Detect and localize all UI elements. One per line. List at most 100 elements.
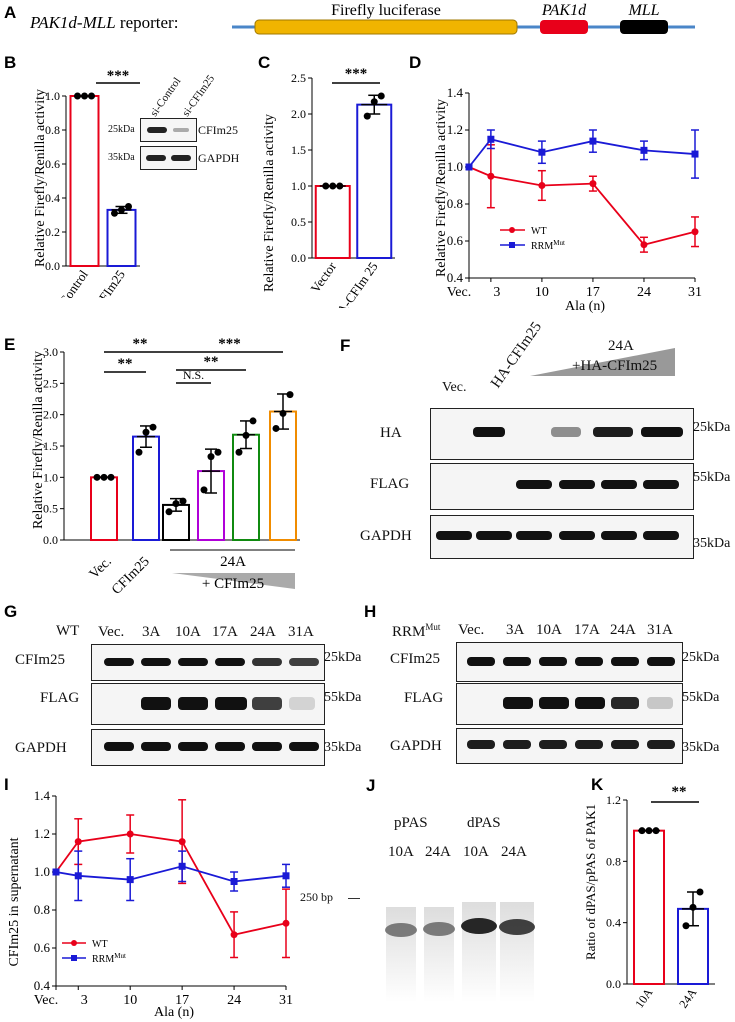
d-marker-0-3 xyxy=(589,180,597,188)
d-ytick-label-3: 1.0 xyxy=(447,159,463,174)
g-row-cfim25-name: CFIm25 xyxy=(15,652,66,668)
blotG1-band-5 xyxy=(289,697,315,710)
e-point-4-2 xyxy=(249,417,257,425)
c-point-1-0 xyxy=(363,112,371,120)
d-marker-1-5 xyxy=(691,150,699,158)
blotF1-band-5 xyxy=(643,480,679,489)
j-smear-4 xyxy=(500,902,534,1002)
j-lane-2: 24A xyxy=(425,844,451,860)
e-ytick-label-6: 3.0 xyxy=(43,345,58,359)
i-xtick-label-2: 10 xyxy=(123,993,137,1008)
e-ytick-label-2: 1.0 xyxy=(43,470,58,484)
c-xtick-label-0: Vector xyxy=(307,259,339,296)
b-ytick-label-3: 0.6 xyxy=(45,157,60,171)
blotH0-band-5 xyxy=(647,657,675,666)
g-row-flag-marker: 55kDa xyxy=(324,690,362,705)
blotF2-band-3 xyxy=(559,531,595,540)
blotG2-band-3 xyxy=(215,742,245,751)
lanesG-lane-4: 24A xyxy=(250,624,276,640)
panel-letter-b: B xyxy=(4,53,16,72)
d-ytick-label-2: 0.8 xyxy=(447,196,463,211)
f-row-gapdh-marker: 35kDa xyxy=(693,536,731,551)
panel-c-bar-chart: C Relative Firefly/Renilla activity 0.0 0… xyxy=(258,53,395,308)
b-blot-marker-35: 35kDa xyxy=(108,152,135,163)
g-row-flag-name: FLAG xyxy=(40,690,80,706)
c-ytick-label-0: 0.0 xyxy=(291,251,306,265)
b-point-0-1 xyxy=(81,92,88,100)
lanesG-lane-2: 10A xyxy=(175,624,201,640)
b-ylabel: Relative Firefly/Renilla activity xyxy=(33,89,48,267)
f-row-ha-name: HA xyxy=(380,425,402,441)
e-ytick-label-0: 0.0 xyxy=(43,533,58,547)
d-marker-0-2 xyxy=(538,182,546,189)
e-point-0-0 xyxy=(93,473,101,481)
blotH2-band-2 xyxy=(539,740,567,749)
f-row-flag-marker: 55kDa xyxy=(693,470,731,485)
blotH2-band-4 xyxy=(611,740,639,749)
e-ylabel: Relative Firefly/Renilla activity xyxy=(31,351,46,529)
lanesG-lane-3: 17A xyxy=(212,624,238,640)
f-blot-gapdh-strip xyxy=(430,515,694,559)
d-xtick-label-5: 31 xyxy=(688,285,702,300)
h-row-cfim25-marker: 25kDa xyxy=(682,650,720,665)
e-ytick-label-1: 0.5 xyxy=(43,502,58,516)
blotG2-band-1 xyxy=(141,742,171,751)
d-xtick-label-2: 10 xyxy=(535,285,549,300)
d-marker-1-2 xyxy=(538,148,546,156)
panel-k-bar-chart: K Ratio of dPAS/pPAS of PAK1 0.0 0.4 0.8 1.… xyxy=(583,775,715,1011)
blotH1-band-5 xyxy=(647,697,673,709)
b-point-1-0 xyxy=(111,209,118,217)
k-significance: ** xyxy=(672,784,687,800)
f-blot-ha-strip xyxy=(430,408,694,460)
b-blot-name-cfim25: CFIm25 xyxy=(198,123,239,137)
k-xtick-label-1: 24A xyxy=(676,985,700,1010)
panel-letter-g: G xyxy=(4,602,18,621)
i-xtick-label-0: Vec. xyxy=(34,993,59,1008)
b-ytick-label-4: 0.8 xyxy=(45,123,60,137)
e-point-2-1 xyxy=(172,500,180,508)
blotF2-band-0 xyxy=(436,531,472,540)
g-blot-cfim25-strip xyxy=(91,644,325,681)
blotG0-band-2 xyxy=(178,658,208,666)
lanesH-lane-3: 17A xyxy=(574,622,600,638)
d-marker-1-4 xyxy=(640,146,648,154)
blotF1-band-3 xyxy=(559,480,595,489)
b-ytick-label-2: 0.4 xyxy=(45,191,60,205)
blotG0-band-4 xyxy=(252,658,282,666)
f-row-flag-name: FLAG xyxy=(370,476,410,492)
e-point-1-1 xyxy=(142,428,150,436)
e-group-label: 24A xyxy=(220,554,246,570)
k-ytick-label-2: 0.8 xyxy=(606,854,621,868)
blotH2-band-1 xyxy=(503,740,531,749)
i-marker-0-2 xyxy=(126,830,134,838)
blotG1-band-3 xyxy=(215,697,247,710)
d-xtick-label-1: 3 xyxy=(493,285,500,300)
i-marker-0-4 xyxy=(230,931,238,939)
j-marker-250bp: 250 bp xyxy=(300,890,333,904)
d-xlabel: Ala (n) xyxy=(565,299,605,314)
blotG1-band-2 xyxy=(178,697,208,710)
b-blot-gapdh-strip xyxy=(140,146,197,170)
j-gel-image xyxy=(380,882,550,1012)
j-band-4 xyxy=(499,919,535,935)
d-marker-0-1 xyxy=(487,172,495,180)
e-sig-label-3: ** xyxy=(204,354,219,370)
blotF2-band-4 xyxy=(601,531,637,540)
h-tag-sup: Mut xyxy=(425,622,441,632)
f-group-label: 24A xyxy=(608,338,634,354)
b-band-sicontrol xyxy=(147,127,167,133)
d-legend-rrm-marker xyxy=(509,242,515,248)
i-marker-0-3 xyxy=(178,838,186,846)
i-marker-1-2 xyxy=(126,876,134,884)
blotG2-band-0 xyxy=(104,742,134,751)
b-blot-name-gapdh: GAPDH xyxy=(198,151,240,165)
k-point-1-1 xyxy=(689,903,697,911)
e-sig-label-0: ** xyxy=(118,356,133,372)
c-point-0-0 xyxy=(322,182,330,190)
c-bar-0 xyxy=(314,185,351,259)
h-blot-cfim25-strip xyxy=(456,642,683,682)
blotH0-band-0 xyxy=(467,657,495,666)
blotG0-band-5 xyxy=(289,658,319,666)
e-sig-label-2: N.S. xyxy=(183,368,204,382)
panel-letter-c: C xyxy=(258,53,270,72)
